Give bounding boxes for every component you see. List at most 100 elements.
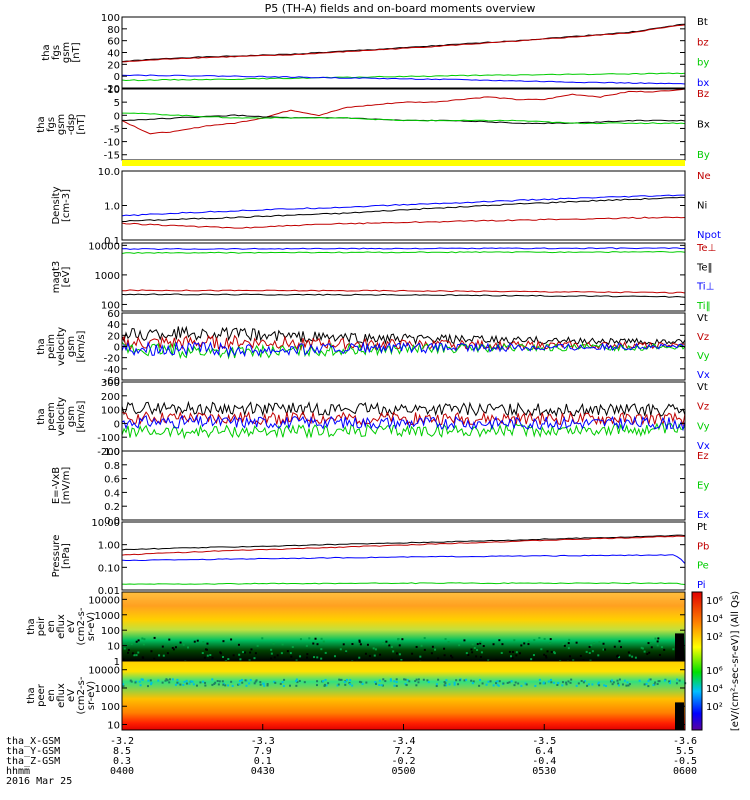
legend-label: Te‖ (696, 262, 713, 273)
series-line-bx (121, 74, 686, 85)
spectrogram-pixel (139, 684, 142, 687)
legend-label: Vt (697, 382, 708, 393)
legend-label: Bt (697, 17, 708, 28)
x-tick-label: 0.3 (113, 756, 131, 767)
spectrogram-pixel (291, 645, 294, 648)
spectrogram-pixel (327, 682, 330, 685)
spectrogram-pixel (312, 642, 315, 645)
legend-label: bx (697, 78, 709, 89)
spectrogram-pixel (415, 645, 418, 648)
spectrogram-pixel (533, 639, 536, 642)
spectrogram-pixel (657, 637, 660, 640)
x-tick-label: 7.2 (394, 746, 412, 757)
spectrogram-pixel (628, 654, 631, 657)
spectrogram-pixel (224, 684, 227, 687)
spectrogram-pixel (408, 680, 411, 683)
y-tick-label: 0.8 (104, 461, 120, 472)
series-line-Ne (121, 216, 686, 229)
spectrogram-pixel (298, 679, 301, 682)
spectrogram-pixel (543, 653, 546, 656)
spectrogram-pixel (472, 680, 475, 683)
spectrogram-pixel (582, 681, 585, 684)
spectrogram-pixel (570, 678, 573, 681)
x-tick-label: -3.4 (391, 736, 415, 747)
spectrogram-pixel (316, 643, 319, 646)
panel-frame (121, 88, 686, 161)
y-axis-label: peim (46, 334, 57, 359)
y-tick-label: 1.0 (104, 202, 120, 213)
spectrogram-pixel (523, 642, 526, 645)
x-row-label: tha_Y-GSM (6, 746, 60, 757)
y-axis-label: gsm (66, 406, 77, 427)
legend-label: Ex (697, 510, 709, 521)
spectrogram-pixel (374, 681, 377, 684)
spectrogram-gap (675, 633, 684, 661)
spectrogram-pixel (675, 682, 678, 685)
spectrogram-pixel (663, 648, 666, 651)
series-line-Pb (121, 535, 686, 556)
spectrogram-pixel (546, 650, 549, 653)
spectrogram-pixel (227, 684, 230, 687)
spectrogram-pixel (587, 683, 590, 686)
spectrogram-pixel (458, 679, 461, 682)
spectrogram-pixel (182, 683, 185, 686)
spectrogram-pixel (444, 682, 447, 685)
spectrogram-pixel (663, 679, 666, 682)
spectrogram-pixel (550, 681, 553, 684)
spectrogram-pixel (527, 643, 530, 646)
x-tick-label: 0600 (673, 766, 697, 777)
spectrogram-pixel (266, 684, 269, 687)
spectrogram-pixel (323, 683, 326, 686)
spectrogram-pixel (538, 636, 541, 639)
series-line-Bt (121, 23, 686, 63)
spectrogram-pixel (471, 643, 474, 646)
spectrogram-pixel (127, 651, 130, 654)
spectrogram-pixel (451, 656, 454, 659)
y-axis-label: peer (36, 683, 47, 707)
spectrogram-pixel (604, 648, 607, 651)
spectrogram-pixel (476, 643, 479, 646)
y-tick-label: 100 (101, 702, 120, 713)
y-tick-label: 10 (107, 85, 120, 96)
y-axis-label: [eV] (61, 267, 72, 288)
y-tick-label: 0.1 (104, 236, 120, 247)
spectrogram-pixel (222, 683, 225, 686)
y-tick-label: 10.0 (98, 167, 120, 178)
legend-label: Bx (697, 120, 710, 131)
spectrogram-pixel (248, 682, 251, 685)
spectrogram-pixel (358, 640, 361, 643)
spectrogram-pixel (259, 683, 262, 686)
spectrogram-pixel (450, 654, 453, 657)
spectrogram-pixel (561, 681, 564, 684)
spectrogram-pixel (127, 642, 130, 645)
spectrogram-pixel (513, 684, 516, 687)
y-axis-label: (cm2-s- (76, 676, 87, 714)
spectrogram-pixel (295, 684, 298, 687)
y-tick-label: 0 (114, 419, 120, 430)
spectrogram-pixel (239, 680, 242, 683)
spectrogram-pixel (221, 655, 224, 658)
spectrogram-pixel (515, 654, 518, 657)
spectrogram-pixel (641, 647, 644, 650)
spectrogram-pixel (279, 682, 282, 685)
x-tick-label: 5.5 (676, 746, 694, 757)
spectrogram-pixel (569, 681, 572, 684)
spectrogram-pixel (255, 679, 258, 682)
spectrogram-pixel (161, 645, 164, 648)
panel-3: 0.1 1.0 10.0 Density [cm-3] Ne Ni Npot (51, 167, 721, 247)
spectrogram-pixel (597, 682, 600, 685)
spectrogram-pixel (510, 680, 513, 683)
spectrogram-pixel (568, 638, 571, 641)
y-tick-label: 20 (107, 331, 120, 342)
spectrogram-pixel (378, 683, 381, 686)
spectrogram-pixel (612, 681, 615, 684)
spectrogram-pixel (388, 644, 391, 647)
spectrogram-pixel (382, 678, 385, 681)
spectrogram-pixel (185, 682, 188, 685)
spectrogram-pixel (567, 647, 570, 650)
spectrogram-pixel (668, 680, 671, 683)
spectrogram-pixel (401, 638, 404, 641)
y-axis-label: gsm (56, 114, 67, 135)
spectrogram-pixel (299, 638, 302, 641)
spectrogram-pixel (137, 639, 140, 642)
